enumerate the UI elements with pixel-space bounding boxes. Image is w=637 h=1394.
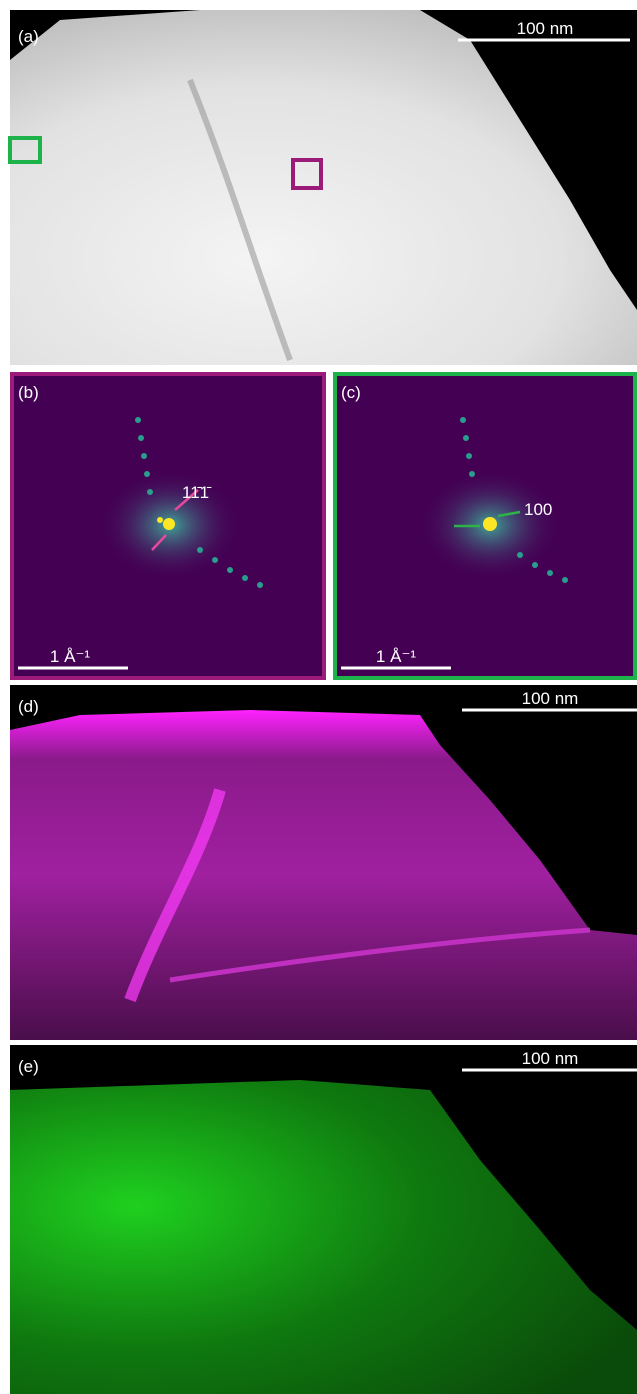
scale-bar-label: 1 Å⁻¹: [376, 647, 416, 666]
panel-label: (a): [18, 27, 39, 46]
panel-d: (d) 100 nm: [10, 685, 637, 1040]
scale-bar-label: 1 Å⁻¹: [50, 647, 90, 666]
reflection-label: 100: [524, 500, 552, 519]
scale-bar-label: 100 nm: [517, 19, 574, 38]
scale-bar-label: 100 nm: [522, 689, 579, 708]
panel-label: (c): [341, 383, 361, 402]
spot: [157, 517, 163, 523]
panel-b: 11̄1̄ (b) 1 Å⁻¹: [12, 374, 324, 678]
panel-label: (e): [18, 1057, 39, 1076]
panel-c: 100 (c) 1 Å⁻¹: [335, 374, 635, 678]
central-spot: [163, 518, 175, 530]
central-spot: [483, 517, 497, 531]
reflection-label: 11̄1̄: [182, 483, 212, 502]
panel-e: (e) 100 nm: [10, 1045, 637, 1394]
panel-a: (a) 100 nm: [10, 10, 637, 365]
panel-label: (d): [18, 697, 39, 716]
figure: (a) 100 nm 11̄1̄ (b) 1 Å⁻¹ 100 (c): [0, 0, 637, 1394]
scale-bar-label: 100 nm: [522, 1049, 579, 1068]
panel-label: (b): [18, 383, 39, 402]
